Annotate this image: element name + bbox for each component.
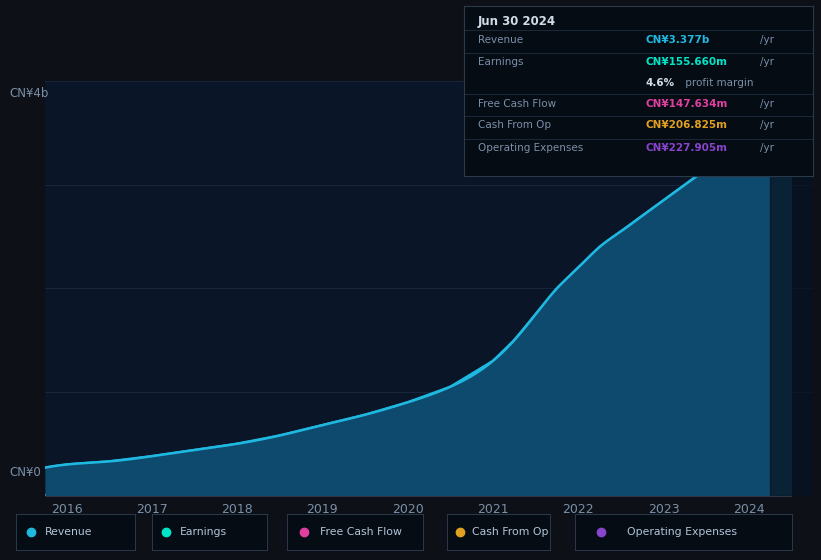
Bar <box>749 81 813 496</box>
Text: CN¥227.905m: CN¥227.905m <box>645 143 727 153</box>
Text: /yr: /yr <box>760 35 774 45</box>
Bar <box>770 81 813 496</box>
Text: Earnings: Earnings <box>478 57 523 67</box>
Text: /yr: /yr <box>760 99 774 109</box>
Text: /yr: /yr <box>760 57 774 67</box>
Text: CN¥0: CN¥0 <box>10 466 42 479</box>
Text: CN¥155.660m: CN¥155.660m <box>645 57 727 67</box>
Text: Earnings: Earnings <box>180 527 227 536</box>
Text: Free Cash Flow: Free Cash Flow <box>478 99 556 109</box>
Text: profit margin: profit margin <box>682 78 754 88</box>
Text: Operating Expenses: Operating Expenses <box>627 527 737 536</box>
Text: CN¥3.377b: CN¥3.377b <box>645 35 709 45</box>
Text: CN¥147.634m: CN¥147.634m <box>645 99 727 109</box>
Text: CN¥206.825m: CN¥206.825m <box>645 120 727 130</box>
Text: Jun 30 2024: Jun 30 2024 <box>478 15 556 28</box>
Text: Cash From Op: Cash From Op <box>478 120 551 130</box>
Text: Operating Expenses: Operating Expenses <box>478 143 583 153</box>
Text: /yr: /yr <box>760 143 774 153</box>
Text: CN¥4b: CN¥4b <box>10 87 49 100</box>
Text: Revenue: Revenue <box>478 35 523 45</box>
Text: Revenue: Revenue <box>45 527 93 536</box>
Text: Free Cash Flow: Free Cash Flow <box>320 527 401 536</box>
Text: Cash From Op: Cash From Op <box>472 527 548 536</box>
Text: 4.6%: 4.6% <box>645 78 674 88</box>
Text: /yr: /yr <box>760 120 774 130</box>
